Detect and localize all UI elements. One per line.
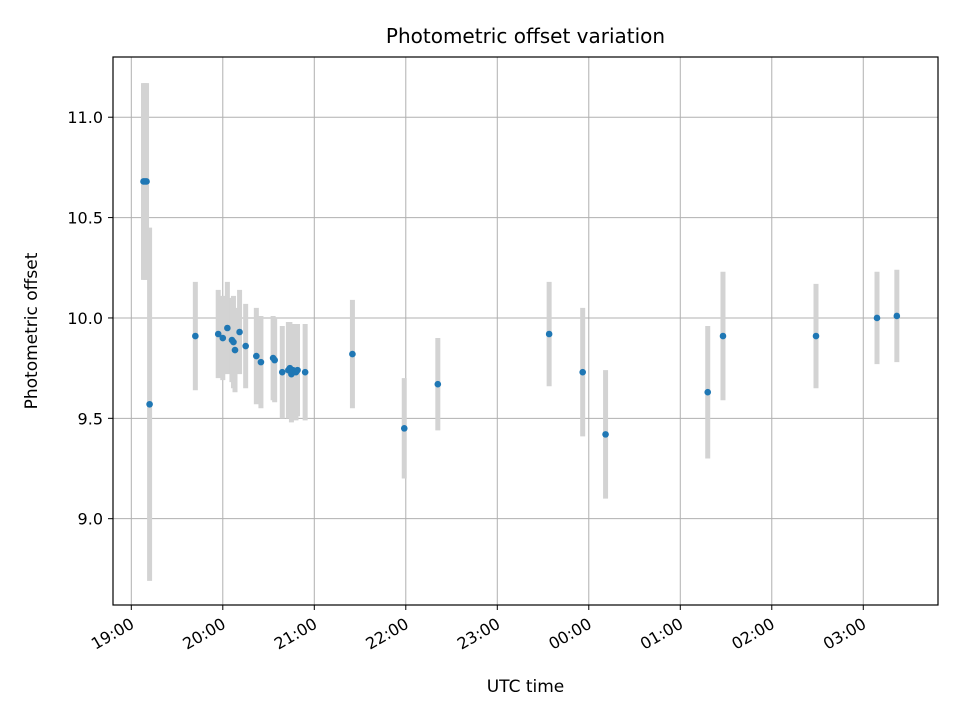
data-point (143, 178, 150, 185)
x-tick-label: 02:00 (728, 614, 777, 654)
x-tick-label: 21:00 (271, 614, 320, 654)
error-bars (140, 83, 900, 581)
data-point (257, 358, 265, 366)
x-tick-label: 00:00 (545, 614, 594, 654)
y-tick-label: 11.0 (67, 108, 103, 127)
grid-lines (113, 57, 938, 605)
plot-frame (112, 56, 939, 606)
data-point (230, 338, 237, 346)
data-point (278, 368, 286, 376)
x-axis-ticks: 19:00 20:00 21:00 22:00 23:00 00:00 01:00 02:00… (88, 605, 869, 654)
y-tick-label: 9.0 (78, 510, 103, 529)
data-point (434, 380, 442, 388)
chart-title: Photometric offset variation (386, 24, 665, 48)
x-tick-label: 22:00 (362, 614, 411, 654)
y-axis-ticks: 9.0 9.5 10.0 10.5 11.0 (67, 108, 113, 529)
x-tick-label: 20:00 (179, 614, 228, 654)
data-point (214, 330, 222, 338)
data-point (812, 332, 820, 340)
x-axis-label: UTC time (487, 677, 565, 697)
x-tick-label: 03:00 (820, 614, 869, 654)
data-point (224, 324, 231, 332)
x-tick-label: 19:00 (88, 614, 137, 654)
data-point (301, 368, 309, 376)
data-point (146, 400, 153, 408)
x-tick-label: 23:00 (454, 614, 503, 654)
data-point (271, 356, 278, 364)
data-point (294, 366, 301, 374)
data-point (545, 330, 553, 338)
data-point (231, 346, 239, 354)
data-point (400, 425, 408, 432)
x-tick-label: 01:00 (637, 614, 686, 654)
data-point (192, 332, 199, 340)
data-point (719, 332, 727, 340)
data-point (704, 388, 712, 396)
data-point (236, 328, 243, 336)
data-points (140, 178, 901, 438)
y-tick-label: 10.0 (67, 309, 103, 328)
data-point (602, 431, 609, 438)
data-point (253, 352, 260, 360)
y-tick-label: 10.5 (67, 209, 103, 228)
data-point (893, 312, 901, 320)
data-point (219, 334, 227, 342)
data-point (579, 368, 586, 376)
data-point (349, 350, 356, 358)
data-point (242, 342, 249, 350)
y-axis-label: Photometric offset (22, 252, 42, 409)
y-tick-label: 9.5 (78, 409, 103, 428)
data-point (873, 314, 881, 322)
